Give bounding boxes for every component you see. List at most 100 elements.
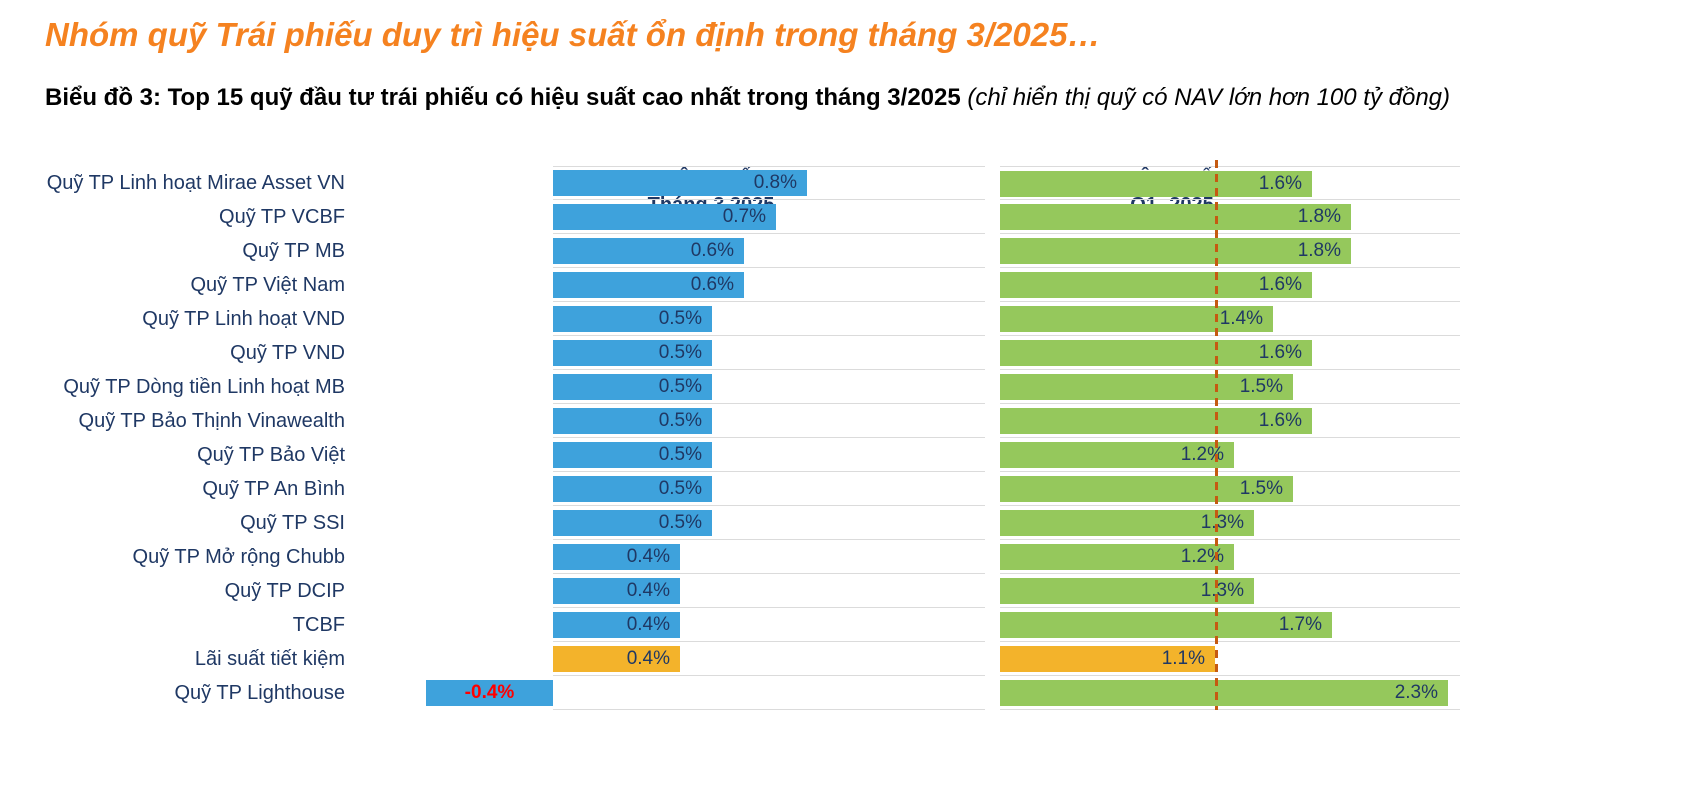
- q1-bar: 1.2%: [1000, 544, 1234, 570]
- q1-performance-cell: 1.8%: [1000, 234, 1460, 268]
- fund-label: Quỹ TP Lighthouse: [174, 682, 346, 704]
- month-value-label: 0.5%: [658, 342, 702, 363]
- month-bar: 0.4%: [553, 578, 680, 604]
- month-bar: 0.5%: [553, 476, 712, 502]
- month-value-label: -0.4%: [464, 682, 515, 703]
- q1-bar: 1.1%: [1000, 646, 1215, 672]
- chart-row: Quỹ TP SSI 0.5% 1.3%: [0, 506, 1470, 540]
- q1-value-label: 1.6%: [1258, 274, 1302, 295]
- month-value-label: 0.5%: [658, 308, 702, 329]
- month-value-label: 0.6%: [690, 274, 734, 295]
- month-bar: -0.4%: [426, 680, 553, 706]
- q1-performance-cell: 1.6%: [1000, 166, 1460, 200]
- fund-label: Quỹ TP DCIP: [224, 580, 345, 602]
- month-performance-cell: 0.5%: [350, 438, 985, 472]
- q1-value-label: 2.3%: [1394, 682, 1438, 703]
- month-value-label: 0.4%: [626, 580, 670, 601]
- fund-label: Quỹ TP MB: [242, 240, 345, 262]
- q1-value-label: 1.6%: [1258, 410, 1302, 431]
- q1-performance-cell: 1.5%: [1000, 370, 1460, 404]
- month-value-label: 0.5%: [658, 410, 702, 431]
- month-bar: 0.5%: [553, 408, 712, 434]
- month-performance-cell: 0.5%: [350, 506, 985, 540]
- q1-performance-cell: 1.6%: [1000, 336, 1460, 370]
- month-value-label: 0.4%: [626, 648, 670, 669]
- chart-row: Quỹ TP Dòng tiền Linh hoạt MB 0.5% 1.5%: [0, 370, 1470, 404]
- q1-performance-cell: 1.6%: [1000, 404, 1460, 438]
- month-performance-cell: 0.7%: [350, 200, 985, 234]
- month-value-label: 0.5%: [658, 512, 702, 533]
- chart-caption-note: (chỉ hiển thị quỹ có NAV lớn hơn 100 tỷ …: [960, 84, 1451, 111]
- q1-value-label: 1.2%: [1180, 546, 1224, 567]
- chart-row: Quỹ TP DCIP 0.4% 1.3%: [0, 574, 1470, 608]
- fund-label: Lãi suất tiết kiệm: [194, 648, 345, 670]
- chart-row: Quỹ TP Linh hoạt VND 0.5% 1.4%: [0, 302, 1470, 336]
- q1-bar: 1.6%: [1000, 340, 1312, 366]
- q1-bar: 1.3%: [1000, 510, 1254, 536]
- q1-bar: 1.5%: [1000, 476, 1293, 502]
- chart-row: Quỹ TP Lighthouse -0.4% 2.3%: [0, 676, 1470, 710]
- benchmark-dashed-line: [1215, 160, 1218, 710]
- q1-performance-cell: 1.1%: [1000, 642, 1460, 676]
- month-value-label: 0.5%: [658, 444, 702, 465]
- fund-label: Quỹ TP Bảo Việt: [197, 444, 345, 466]
- chart-row: Quỹ TP Mở rộng Chubb 0.4% 1.2%: [0, 540, 1470, 574]
- fund-label: TCBF: [292, 614, 345, 636]
- q1-bar: 1.6%: [1000, 408, 1312, 434]
- chart-row: Quỹ TP Linh hoạt Mirae Asset VN 0.8% 1.6%: [0, 166, 1470, 200]
- month-performance-cell: 0.5%: [350, 404, 985, 438]
- q1-bar: 1.3%: [1000, 578, 1254, 604]
- chart-row: Quỹ TP VCBF 0.7% 1.8%: [0, 200, 1470, 234]
- q1-value-label: 1.1%: [1161, 648, 1205, 669]
- month-performance-cell: 0.4%: [350, 540, 985, 574]
- month-performance-cell: 0.6%: [350, 234, 985, 268]
- month-bar: 0.5%: [553, 306, 712, 332]
- fund-label: Quỹ TP Linh hoạt Mirae Asset VN: [46, 172, 345, 194]
- month-performance-cell: 0.5%: [350, 472, 985, 506]
- month-bar: 0.7%: [553, 204, 776, 230]
- chart-row: Quỹ TP VND 0.5% 1.6%: [0, 336, 1470, 370]
- month-performance-cell: -0.4%: [350, 676, 985, 710]
- fund-label: Quỹ TP SSI: [240, 512, 345, 534]
- q1-performance-cell: 1.3%: [1000, 574, 1460, 608]
- month-performance-cell: 0.6%: [350, 268, 985, 302]
- month-performance-cell: 0.4%: [350, 574, 985, 608]
- chart-caption: Biểu đồ 3: Top 15 quỹ đầu tư trái phiếu …: [45, 84, 1690, 112]
- q1-bar: 1.8%: [1000, 238, 1351, 264]
- chart-row: Quỹ TP Việt Nam 0.6% 1.6%: [0, 268, 1470, 302]
- month-bar: 0.4%: [553, 544, 680, 570]
- month-value-label: 0.6%: [690, 240, 734, 261]
- month-performance-cell: 0.4%: [350, 608, 985, 642]
- month-bar: 0.6%: [553, 272, 744, 298]
- q1-bar: 1.2%: [1000, 442, 1234, 468]
- chart-rows: Quỹ TP Linh hoạt Mirae Asset VN 0.8% 1.6% Q…: [0, 160, 1470, 710]
- q1-bar: 1.4%: [1000, 306, 1273, 332]
- q1-performance-cell: 1.2%: [1000, 438, 1460, 472]
- fund-label: Quỹ TP An Bình: [202, 478, 345, 500]
- chart-row: Quỹ TP Bảo Thịnh Vinawealth 0.5% 1.6%: [0, 404, 1470, 438]
- fund-label: Quỹ TP VND: [230, 342, 345, 364]
- q1-value-label: 1.8%: [1297, 240, 1341, 261]
- month-bar: 0.5%: [553, 374, 712, 400]
- chart-row: Lãi suất tiết kiệm 0.4% 1.1%: [0, 642, 1470, 676]
- month-bar: 0.6%: [553, 238, 744, 264]
- month-performance-cell: 0.8%: [350, 166, 985, 200]
- month-performance-cell: 0.5%: [350, 336, 985, 370]
- fund-label: Quỹ TP Linh hoạt VND: [142, 308, 345, 330]
- q1-performance-cell: 1.4%: [1000, 302, 1460, 336]
- q1-value-label: 1.5%: [1239, 478, 1283, 499]
- q1-bar: 1.6%: [1000, 272, 1312, 298]
- q1-performance-cell: 1.8%: [1000, 200, 1460, 234]
- month-performance-cell: 0.5%: [350, 370, 985, 404]
- q1-bar: 1.6%: [1000, 171, 1312, 197]
- month-bar: 0.5%: [553, 442, 712, 468]
- month-bar: 0.4%: [553, 612, 680, 638]
- fund-label: Quỹ TP Dòng tiền Linh hoạt MB: [63, 376, 345, 398]
- month-performance-cell: 0.4%: [350, 642, 985, 676]
- chart-row: TCBF 0.4% 1.7%: [0, 608, 1470, 642]
- fund-label: Quỹ TP Bảo Thịnh Vinawealth: [78, 410, 345, 432]
- fund-label: Quỹ TP Việt Nam: [190, 274, 345, 296]
- q1-bar: 1.8%: [1000, 204, 1351, 230]
- q1-value-label: 1.2%: [1180, 444, 1224, 465]
- page-title: Nhóm quỹ Trái phiếu duy trì hiệu suất ổn…: [45, 16, 1101, 53]
